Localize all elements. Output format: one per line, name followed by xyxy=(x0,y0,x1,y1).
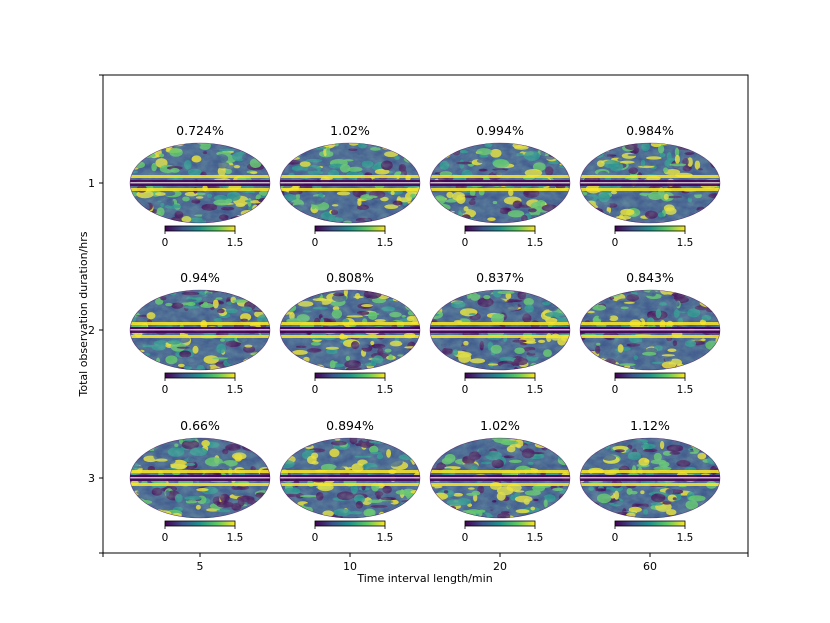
colorbar-min-label: 0 xyxy=(162,237,169,249)
sky-map-panel: 0.808% 0 1.5 xyxy=(279,270,421,396)
mollweide-map xyxy=(280,143,420,223)
colorbar xyxy=(314,520,386,527)
colorbar-max-label: 1.5 xyxy=(227,384,244,396)
plot-frame xyxy=(102,74,749,554)
colorbar xyxy=(614,520,686,527)
mollweide-map xyxy=(580,143,720,223)
colorbar-min-label: 0 xyxy=(462,532,469,544)
mollweide-map xyxy=(130,143,270,223)
sky-map-panel: 0.984% 0 1.5 xyxy=(579,123,721,249)
colorbar-min-label: 0 xyxy=(462,384,469,396)
colorbar-min-label: 0 xyxy=(462,237,469,249)
colorbar-min-label: 0 xyxy=(312,237,319,249)
sky-map-panel: 0.837% 0 1.5 xyxy=(429,270,571,396)
colorbar xyxy=(614,372,686,379)
sky-map-panel: 0.66% 0 1.5 xyxy=(129,418,271,544)
colorbar xyxy=(614,225,686,232)
colorbar-min-label: 0 xyxy=(162,384,169,396)
x-tick-label-60: 60 xyxy=(643,560,657,573)
colorbar-max-label: 1.5 xyxy=(527,237,544,249)
sky-map-panel: 1.02% 0 1.5 xyxy=(429,418,571,544)
panel-title: 0.843% xyxy=(626,270,674,285)
mollweide-map xyxy=(430,290,570,370)
colorbar-max-label: 1.5 xyxy=(377,384,394,396)
mollweide-map xyxy=(130,290,270,370)
y-tick-label-3: 3 xyxy=(88,472,95,485)
colorbar-max-label: 1.5 xyxy=(677,237,694,249)
mollweide-map xyxy=(130,438,270,518)
y-axis-label: Total observation duration/hrs xyxy=(77,231,90,397)
colorbar-max-label: 1.5 xyxy=(677,384,694,396)
mollweide-map xyxy=(430,438,570,518)
panel-title: 1.02% xyxy=(480,418,520,433)
panel-title: 0.894% xyxy=(326,418,374,433)
colorbar-min-label: 0 xyxy=(162,532,169,544)
colorbar xyxy=(464,225,536,232)
sky-map-panel: 0.994% 0 1.5 xyxy=(429,123,571,249)
mollweide-map xyxy=(580,290,720,370)
x-axis-label: Time interval length/min xyxy=(356,572,492,585)
colorbar-min-label: 0 xyxy=(312,532,319,544)
y-axis-ticks: 1 2 3 xyxy=(88,74,103,554)
sky-map-panel: 0.94% 0 1.5 xyxy=(129,270,271,396)
colorbar-min-label: 0 xyxy=(612,237,619,249)
colorbar-max-label: 1.5 xyxy=(377,237,394,249)
colorbar xyxy=(464,372,536,379)
sky-map-panel: 0.843% 0 1.5 xyxy=(579,270,721,396)
panel-title: 0.66% xyxy=(180,418,220,433)
colorbar-max-label: 1.5 xyxy=(527,384,544,396)
mollweide-map xyxy=(280,290,420,370)
sky-map-panel: 1.12% 0 1.5 xyxy=(579,418,721,544)
colorbar-max-label: 1.5 xyxy=(227,237,244,249)
colorbar-max-label: 1.5 xyxy=(677,532,694,544)
colorbar xyxy=(314,225,386,232)
panel-title: 0.94% xyxy=(180,270,220,285)
sky-map-panel: 1.02% 0 1.5 xyxy=(279,123,421,249)
x-tick-label-10: 10 xyxy=(343,560,357,573)
colorbar-max-label: 1.5 xyxy=(527,532,544,544)
panel-title: 0.837% xyxy=(476,270,524,285)
colorbar xyxy=(464,520,536,527)
panel-title: 0.984% xyxy=(626,123,674,138)
sky-map-panel: 0.894% 0 1.5 xyxy=(279,418,421,544)
colorbar xyxy=(164,372,236,379)
x-tick-label-5: 5 xyxy=(197,560,204,573)
mollweide-map xyxy=(280,438,420,518)
sky-map-panel: 0.724% 0 1.5 xyxy=(129,123,271,249)
mollweide-map xyxy=(430,143,570,223)
colorbar-max-label: 1.5 xyxy=(227,532,244,544)
colorbar-min-label: 0 xyxy=(312,384,319,396)
y-tick-label-2: 2 xyxy=(88,324,95,337)
panel-title: 0.724% xyxy=(176,123,224,138)
colorbar-max-label: 1.5 xyxy=(377,532,394,544)
colorbar-min-label: 0 xyxy=(612,384,619,396)
colorbar xyxy=(314,372,386,379)
panel-grid: 0.724%0 1.51.02%0 1.50.994%0 1.50.984%0 1.50… xyxy=(129,123,721,544)
panel-title: 0.994% xyxy=(476,123,524,138)
panel-title: 0.808% xyxy=(326,270,374,285)
colorbar xyxy=(164,520,236,527)
x-tick-label-20: 20 xyxy=(493,560,507,573)
x-axis-ticks: 5 10 20 60 xyxy=(102,553,749,573)
panel-title: 1.12% xyxy=(630,418,670,433)
mollweide-map xyxy=(580,438,720,518)
colorbar-min-label: 0 xyxy=(612,532,619,544)
panel-title: 1.02% xyxy=(330,123,370,138)
colorbar xyxy=(164,225,236,232)
y-tick-label-1: 1 xyxy=(88,177,95,190)
